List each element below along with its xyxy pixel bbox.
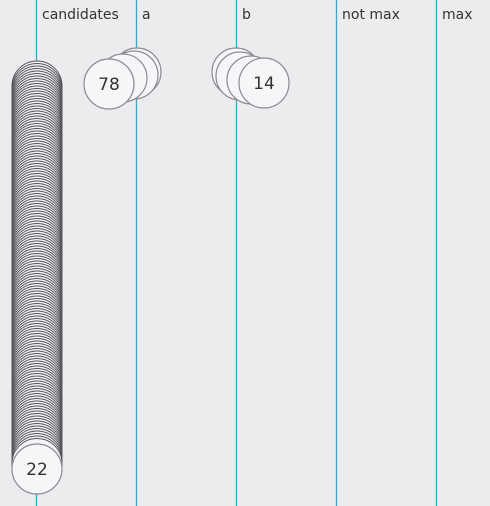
lane-a-token[interactable] [83,58,135,110]
lane-label-candidates: candidates [42,7,119,23]
candidate-stack [11,60,63,489]
candidate-front-token[interactable] [11,443,63,495]
lane-label-not-max: not max [342,7,400,23]
lane-labels: candidates a b not max max [42,7,473,23]
candidate-front-token-value: 22 [26,460,48,480]
lane-a-token-group: 78 [83,47,162,110]
lane-a-token-value: 78 [98,75,120,95]
lane-b-token-group: 14 [211,47,290,109]
lane-label-a: a [142,7,151,23]
lane-b-token-value: 14 [253,74,275,94]
candidate-front-token-group: 22 [11,443,63,495]
lane-label-b: b [242,7,251,23]
lane-b-token[interactable] [238,57,290,109]
lane-label-max: max [442,7,473,23]
